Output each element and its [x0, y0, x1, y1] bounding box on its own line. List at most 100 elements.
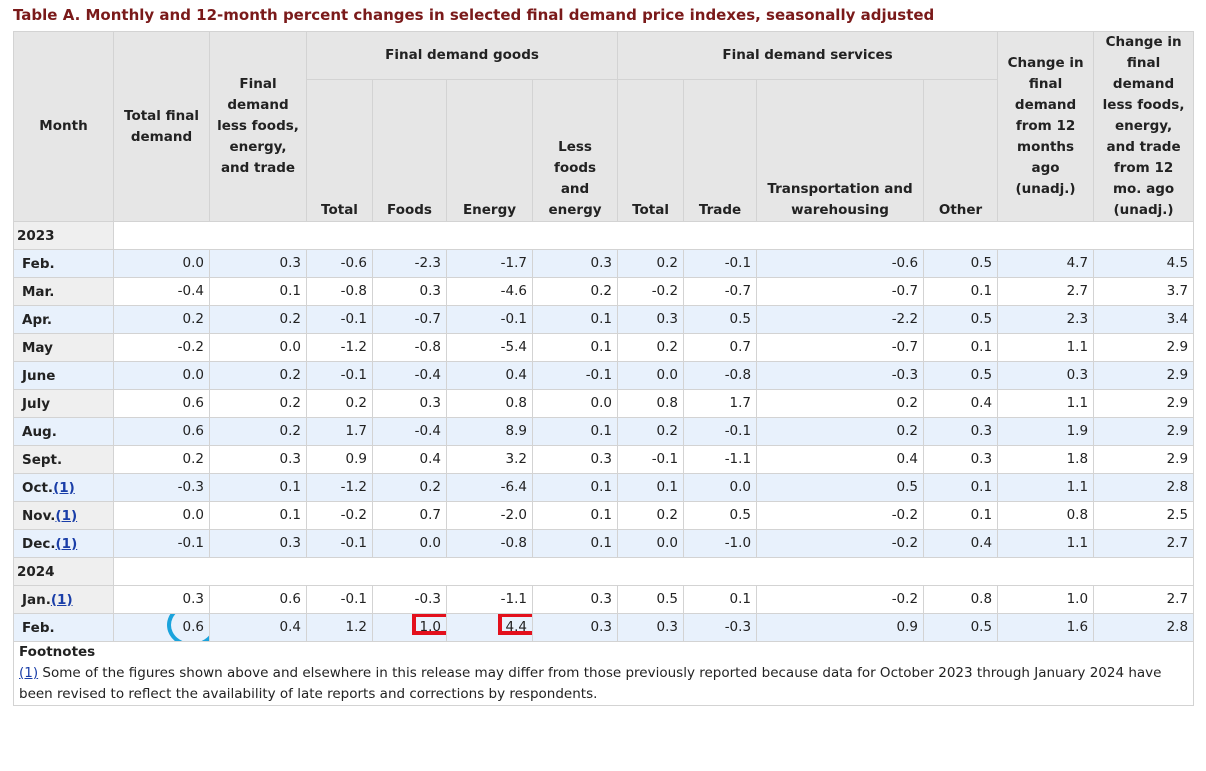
- cell-trade: -0.8: [683, 361, 758, 390]
- cell-total-final-demand: -0.4: [113, 277, 210, 306]
- cell-change-12: 2.7: [997, 277, 1095, 306]
- year-row: 2024: [13, 557, 1195, 586]
- footnote-ref-link[interactable]: (1): [55, 507, 78, 524]
- cell-trade: 1.7: [683, 389, 758, 418]
- cell-services-total: 0.0: [617, 529, 685, 558]
- cell-services-total: 0.1: [617, 473, 685, 502]
- row-month: July: [13, 389, 114, 418]
- table-row: Apr. 0.2 0.2 -0.1 -0.7 -0.1 0.1 0.3 0.5 -2.2 0.5 2.…: [13, 305, 1195, 334]
- footnote-ref-link[interactable]: (1): [53, 479, 75, 496]
- cell-services-total: 0.2: [617, 333, 685, 362]
- cell-trade: 0.0: [683, 473, 758, 502]
- row-month-label: July: [22, 395, 51, 412]
- cell-energy: 0.4: [446, 361, 533, 390]
- cell-transport: 0.2: [756, 417, 925, 446]
- cell-total-final-demand: 0.2: [113, 445, 210, 474]
- cell-fd-less: 0.6: [209, 585, 307, 614]
- footnote-1-link[interactable]: (1): [19, 665, 39, 681]
- cell-total-final-demand: 0.6: [113, 389, 210, 418]
- cell-services-total: 0.3: [617, 613, 685, 642]
- cell-energy: -0.8: [446, 529, 533, 558]
- year-row-fill: [112, 221, 1195, 250]
- cell-goods-total: -0.8: [306, 277, 373, 306]
- table-row: Feb. 0.0 0.3 -0.6 -2.3 -1.7 0.3 0.2 -0.1 -0.6 0.5 4…: [13, 249, 1195, 278]
- cell-fd-less: 0.1: [209, 473, 307, 502]
- cell-transport: -0.3: [756, 361, 925, 390]
- row-month: Oct.(1): [13, 473, 114, 502]
- cell-energy: -4.6: [446, 277, 533, 306]
- cell-trade: -1.1: [683, 445, 758, 474]
- footnote-ref-link[interactable]: (1): [50, 591, 73, 608]
- cell-other: 0.5: [923, 361, 999, 390]
- table-body: 2023 Feb. 0.0 0.3 -0.6 -2.3 -1.7 0.3 0.2 -0.1 -0.6…: [13, 221, 1195, 642]
- cell-goods-less: 0.1: [531, 501, 619, 530]
- cell-fd-less: 0.0: [209, 333, 307, 362]
- cell-energy: 0.8: [446, 389, 533, 418]
- row-month: Dec.(1): [13, 529, 114, 558]
- cell-total-final-demand: 0.6: [113, 417, 210, 446]
- cell-services-total: 0.0: [617, 361, 685, 390]
- cell-foods: 0.4: [372, 445, 447, 474]
- header-goods-less-foods-energy: Less foods and energy: [531, 79, 619, 222]
- cell-transport: -0.6: [756, 249, 925, 278]
- cell-change-12-less: 2.9: [1093, 333, 1195, 362]
- cell-transport: -0.2: [756, 501, 925, 530]
- cell-transport: -0.2: [756, 585, 925, 614]
- cell-change-12-less: 2.9: [1093, 445, 1195, 474]
- cell-energy: -5.4: [446, 333, 533, 362]
- row-month: Feb.: [13, 613, 114, 642]
- cell-transport: 0.2: [756, 389, 925, 418]
- cell-services-total: -0.1: [617, 445, 685, 474]
- cell-fd-less: 0.3: [209, 529, 307, 558]
- table-row: Nov.(1) 0.0 0.1 -0.2 0.7 -2.0 0.1 0.2 0.5 -0.2 0.1…: [13, 501, 1195, 530]
- cell-foods: -0.7: [372, 305, 447, 334]
- cell-transport: -2.2: [756, 305, 925, 334]
- cell-change-12: 1.0: [997, 585, 1095, 614]
- cell-other: 0.3: [923, 445, 999, 474]
- cell-other: 0.1: [923, 277, 999, 306]
- header-group-services: Final demand services: [617, 31, 999, 80]
- footnote-ref-link[interactable]: (1): [55, 535, 78, 552]
- cell-goods-total: -0.2: [306, 501, 373, 530]
- table-row: Feb. 0.6 0.4 1.2 1.0 4.4 0.3 0.3 -0.3 0.9 0.5 1.6 2.…: [13, 613, 1195, 642]
- cell-foods: 0.0: [372, 529, 447, 558]
- cell-foods: -0.8: [372, 333, 447, 362]
- footnote-1: (1) Some of the figures shown above and …: [19, 663, 1188, 705]
- cell-trade: -0.1: [683, 417, 758, 446]
- table-row: Oct.(1) -0.3 0.1 -1.2 0.2 -6.4 0.1 0.1 0.0 0.5 0.1…: [13, 473, 1195, 502]
- cell-change-12: 1.1: [997, 529, 1095, 558]
- cell-transport: 0.4: [756, 445, 925, 474]
- cell-change-12: 1.1: [997, 389, 1095, 418]
- cell-services-total: 0.2: [617, 417, 685, 446]
- cell-transport: -0.7: [756, 333, 925, 362]
- cell-change-12: 2.3: [997, 305, 1095, 334]
- header-services-transport: Transportation and warehousing: [756, 79, 925, 222]
- footnotes-title: Footnotes: [19, 644, 96, 660]
- cell-goods-total: -0.1: [306, 529, 373, 558]
- cell-total-final-demand: 0.2: [113, 305, 210, 334]
- cell-change-12: 4.7: [997, 249, 1095, 278]
- cell-change-12: 0.8: [997, 501, 1095, 530]
- cell-total-final-demand: -0.3: [113, 473, 210, 502]
- cell-goods-less: 0.1: [531, 473, 619, 502]
- header-services-trade: Trade: [683, 79, 758, 222]
- cell-goods-total: 1.2: [306, 613, 373, 642]
- cell-goods-less: 0.1: [531, 417, 619, 446]
- cell-goods-less: 0.3: [531, 613, 619, 642]
- row-month: Nov.(1): [13, 501, 114, 530]
- highlight-circle: [166, 614, 209, 641]
- cell-goods-less: 0.3: [531, 445, 619, 474]
- cell-energy: -1.1: [446, 585, 533, 614]
- row-month-label: Mar.: [22, 283, 55, 300]
- cell-goods-less: 0.1: [531, 529, 619, 558]
- cell-other: 0.3: [923, 417, 999, 446]
- highlighted-value: 1.0: [411, 614, 446, 641]
- header-group-goods: Final demand goods: [305, 31, 619, 80]
- cell-trade: 0.5: [683, 501, 758, 530]
- cell-change-12: 1.6: [997, 613, 1095, 642]
- cell-services-total: -0.2: [617, 277, 685, 306]
- header-month: Month: [13, 31, 114, 222]
- cell-goods-less: 0.3: [531, 249, 619, 278]
- cell-transport: 0.5: [756, 473, 925, 502]
- cell-services-total: 0.2: [617, 249, 685, 278]
